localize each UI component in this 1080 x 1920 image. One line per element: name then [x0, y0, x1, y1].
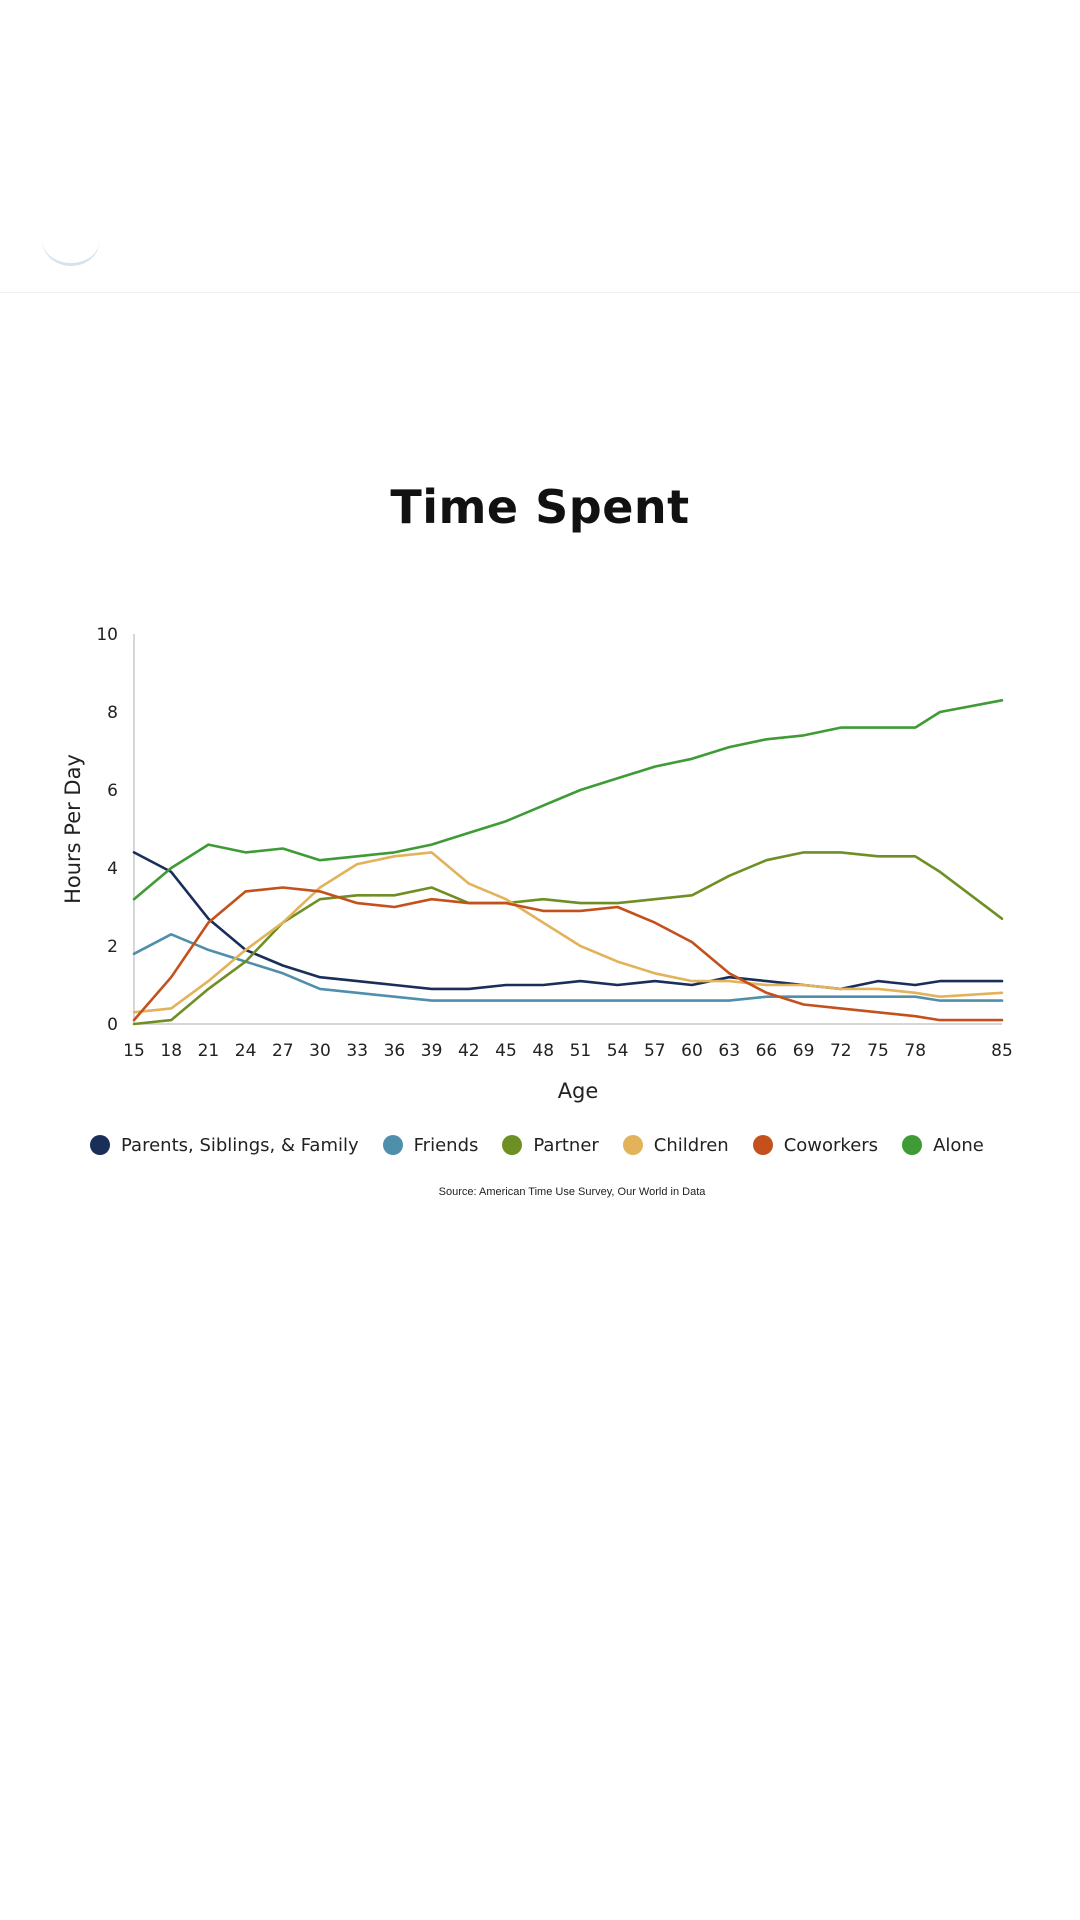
- y-tick-label: 8: [107, 703, 118, 723]
- legend-swatch-icon: [90, 1135, 110, 1155]
- legend-swatch-icon: [502, 1135, 523, 1155]
- x-tick-label: 57: [644, 1041, 666, 1061]
- x-tick-label: 78: [904, 1041, 926, 1061]
- x-tick-label: 66: [756, 1041, 778, 1061]
- legend-item-partner: Partner: [502, 1134, 599, 1156]
- series-line-friends: [132, 932, 1004, 1002]
- legend-swatch-icon: [382, 1135, 403, 1155]
- x-tick-label: 51: [570, 1041, 592, 1061]
- x-tick-label: 21: [198, 1041, 220, 1061]
- x-tick-label: 33: [346, 1041, 368, 1061]
- series-line-partner: [132, 851, 1004, 1026]
- legend-label: Partner: [533, 1134, 599, 1156]
- x-tick-label: 18: [160, 1041, 182, 1061]
- legend-item-children: Children: [622, 1134, 729, 1156]
- y-tick-label: 2: [107, 937, 118, 957]
- y-axis-label: Hours Per Day: [61, 754, 85, 904]
- x-tick-label: 63: [718, 1041, 740, 1061]
- x-tick-label: 54: [607, 1041, 629, 1061]
- x-tick-label: 27: [272, 1041, 294, 1061]
- chart-title: Time Spent: [390, 480, 690, 534]
- series-line-coworkers: [132, 886, 1004, 1022]
- legend-item-family: Parents, Siblings, & Family: [90, 1135, 359, 1156]
- x-tick-label: 48: [532, 1041, 554, 1061]
- x-tick-label: 60: [681, 1041, 703, 1061]
- legend-label: Alone: [933, 1134, 984, 1156]
- x-tick-label: 69: [793, 1041, 815, 1061]
- y-tick-label: 4: [107, 859, 118, 879]
- series-line-family: [132, 851, 1004, 991]
- legend-label: Parents, Siblings, & Family: [121, 1134, 359, 1156]
- top-header-area: [0, 0, 1080, 293]
- x-tick-label: 72: [830, 1041, 852, 1061]
- y-tick-label: 10: [96, 625, 118, 645]
- x-tick-label: 42: [458, 1041, 480, 1061]
- legend-swatch-icon: [752, 1135, 773, 1155]
- x-tick-label: 24: [235, 1041, 257, 1061]
- legend-label: Coworkers: [783, 1134, 879, 1156]
- y-tick-label: 0: [107, 1015, 118, 1035]
- x-tick-label: 75: [867, 1041, 889, 1061]
- x-tick-label: 45: [495, 1041, 517, 1061]
- series-line-alone: [132, 699, 1004, 901]
- series-line-children: [132, 851, 1004, 1014]
- legend-item-coworkers: Coworkers: [752, 1134, 879, 1156]
- y-tick-label: 6: [107, 781, 118, 801]
- legend-label: Friends: [413, 1134, 479, 1156]
- x-tick-label: 36: [384, 1041, 406, 1061]
- x-tick-label: 39: [421, 1041, 443, 1061]
- legend-swatch-icon: [622, 1135, 643, 1155]
- x-tick-label: 85: [991, 1041, 1013, 1061]
- chart-legend: Parents, Siblings, & Family Friends Partne…: [90, 1130, 1040, 1160]
- legend-item-alone: Alone: [902, 1135, 984, 1156]
- legend-swatch-icon: [902, 1135, 923, 1155]
- chart-source: Source: American Time Use Survey, Our Wo…: [438, 1186, 706, 1198]
- legend-label: Children: [653, 1134, 729, 1156]
- x-tick-label: 15: [123, 1041, 145, 1061]
- x-tick-label: 30: [309, 1041, 331, 1061]
- legend-item-friends: Friends: [382, 1134, 479, 1156]
- x-axis-label: Age: [558, 1079, 599, 1103]
- avatar-arc-icon: [42, 214, 100, 266]
